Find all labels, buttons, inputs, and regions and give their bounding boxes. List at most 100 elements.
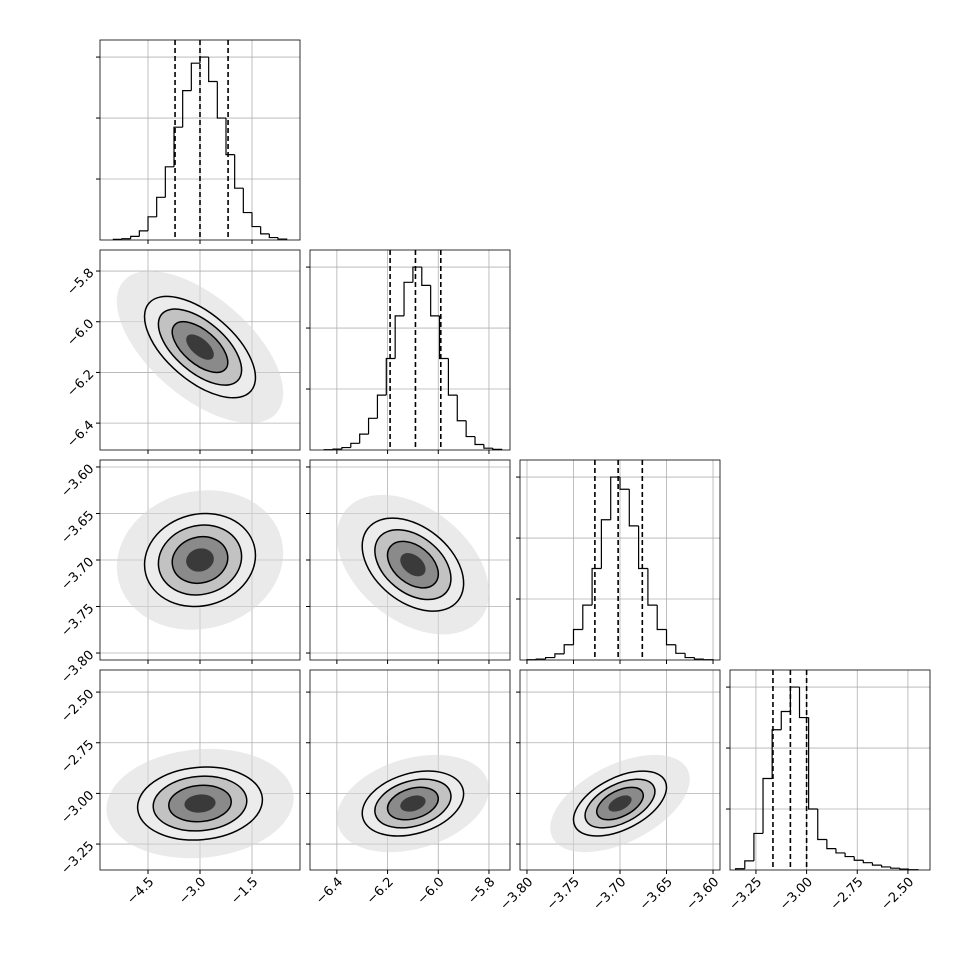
histogram-bin [835,848,846,854]
histogram-bin [216,81,226,119]
histogram-bin [808,717,818,810]
x-tick-label: −6.2 [364,875,397,908]
histogram-bin [367,417,378,435]
y-tick-label: −6.4 [64,418,97,451]
density-panel [550,754,690,853]
histogram-bin [456,395,467,422]
histogram-bin [890,866,900,869]
histogram-bin [173,126,183,167]
histogram-bin [385,357,396,396]
panel-frame [729,669,931,871]
histogram-bin [582,604,593,630]
panel-frame [309,669,511,871]
histogram-bin [844,852,855,858]
histogram-bin [156,196,166,217]
histogram-bin [693,657,704,660]
histogram-bin [771,729,782,779]
histogram-bin [438,315,449,360]
histogram-bin [656,605,667,631]
panel-frame [309,249,511,451]
histogram-bin [474,436,484,446]
histogram-bin [394,315,405,359]
histogram-bin [234,154,244,189]
histogram-bin [412,266,422,283]
y-tick-label: −5.8 [64,266,97,299]
histogram-bin [332,448,342,450]
histogram-bin [826,839,836,850]
histogram-bin [130,235,140,239]
histogram-bin [871,862,882,866]
x-tick-label: −6.4 [313,875,346,908]
histogram-bin [862,860,873,864]
contour [608,795,632,812]
histogram-bin [447,358,458,396]
x-tick-label: −3.00 [777,875,816,914]
histogram-bin [554,653,565,658]
y-tick-label: −3.25 [59,839,98,878]
x-tick-label: −6.0 [415,875,448,908]
histogram-bin [341,446,351,450]
y-tick-label: −3.75 [59,601,98,640]
histogram-bin [403,281,413,316]
y-tick-label: −3.60 [59,462,98,501]
histogram-bin [665,629,676,646]
histogram-bin [421,267,431,286]
x-tick-label: −3.60 [684,875,723,914]
histogram-bin [789,686,800,712]
density-panel [336,754,489,853]
histogram-bin [147,216,157,231]
histogram-bin [563,644,574,654]
x-tick-label: −3.25 [726,875,765,914]
histogram-bin [544,656,555,660]
contour [186,334,214,360]
histogram-bin [880,865,891,868]
panel-frame [309,459,511,661]
x-tick-label: −3.70 [591,875,630,914]
histogram-bin [753,832,764,861]
contour [400,795,426,812]
panel-frame [99,249,301,451]
y-tick-label: −6.0 [64,316,97,349]
histogram-bin [225,118,235,156]
histogram-bin [899,868,909,870]
x-tick-label: −5.8 [465,875,498,908]
histogram-bin [735,868,745,870]
histogram-bin [535,658,546,660]
histogram-bin [817,809,827,841]
histogram-bin [628,489,639,527]
y-tick-label: −3.80 [59,648,98,687]
histogram-bin [619,477,630,490]
x-tick-label: −3.65 [637,875,676,914]
density-panel [116,271,284,424]
histogram-bin [208,57,218,83]
y-tick-label: −3.70 [59,555,98,594]
histogram-bin [465,420,476,438]
contour [400,553,426,577]
histogram-bin [853,856,864,861]
histogram-bin [242,188,252,214]
histogram-bin [483,444,493,449]
histogram-bin [591,567,602,606]
contour [184,794,216,813]
contour [186,548,214,572]
panel-frame [519,669,721,871]
histogram-bin [138,230,149,237]
histogram-bin [647,568,658,606]
y-tick-label: −2.50 [59,687,98,726]
histogram-bin [277,237,288,240]
x-tick-label: −3.0 [176,875,209,908]
histogram-bin [121,238,131,240]
density-panel [106,748,294,859]
histogram-bin [600,519,611,569]
histogram-bin [684,653,695,659]
histogram-bin [572,628,583,645]
y-tick-label: −2.75 [59,737,98,776]
panel-frame [99,459,301,661]
histogram-bin [780,710,791,730]
histogram-bin [798,687,809,719]
x-tick-label: −2.50 [878,875,917,914]
histogram-bin [638,525,648,570]
panel-frame [519,459,721,661]
histogram-bin [376,394,387,419]
